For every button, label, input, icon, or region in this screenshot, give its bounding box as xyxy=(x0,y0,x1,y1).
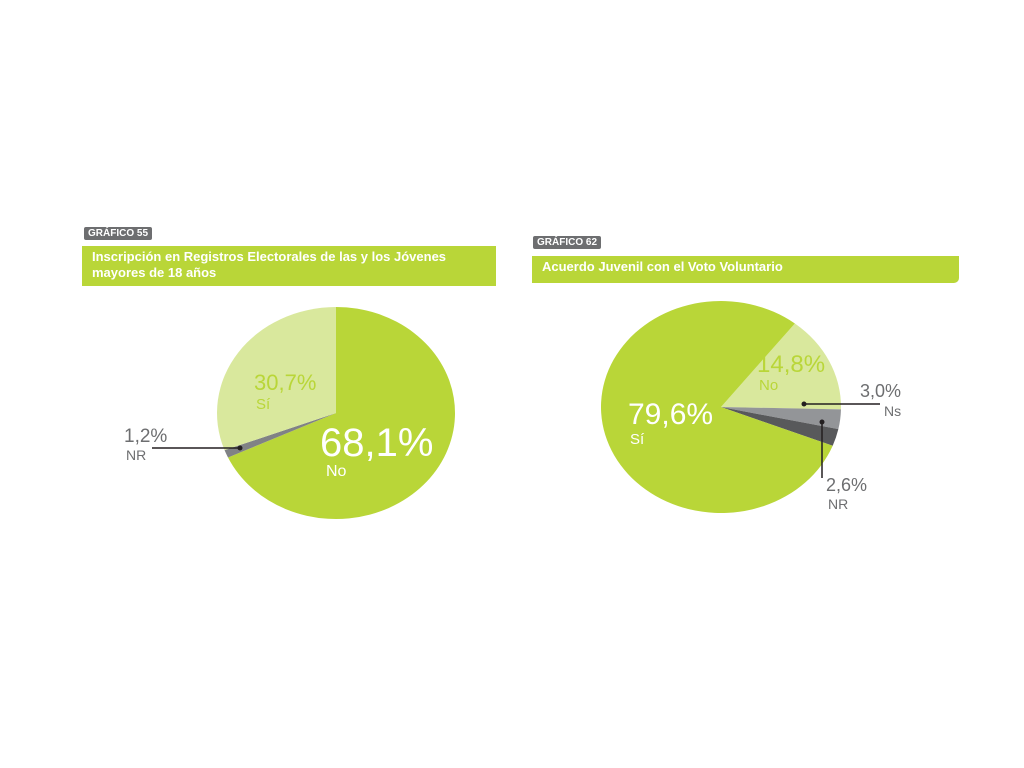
slice-value-label-nr: 2,6% xyxy=(826,475,867,495)
slice-value-label-no: 14,8% xyxy=(757,351,825,378)
pie-slice-si xyxy=(601,300,833,513)
slice-category-label-si: Sí xyxy=(630,431,645,448)
pie-slice-ns xyxy=(721,407,841,430)
pie-slice-nr xyxy=(224,413,336,458)
chart-title: Acuerdo Juvenil con el Voto Voluntario xyxy=(532,256,959,283)
pie-slice-nr xyxy=(721,407,839,446)
pie-slice-no xyxy=(721,323,841,410)
slice-value-label-nr: 1,2% xyxy=(124,426,167,447)
chart-badge: GRÁFICO 55 xyxy=(84,227,153,240)
leader-dot-nr xyxy=(819,419,825,425)
slice-value-label-si: 30,7% xyxy=(254,370,316,395)
slice-value-label-si: 79,6% xyxy=(628,398,713,431)
chart-title: Inscripción en Registros Electorales de … xyxy=(82,246,496,286)
chart-badge: GRÁFICO 62 xyxy=(533,236,602,249)
slice-category-label-no: No xyxy=(759,377,778,394)
slice-value-label-ns: 3,0% xyxy=(860,381,901,401)
slice-category-label-nr: NR xyxy=(828,496,848,512)
slice-category-label-si: Sí xyxy=(256,396,271,413)
leader-dot-ns xyxy=(801,401,807,407)
slice-category-label-nr: NR xyxy=(126,447,146,463)
pie-slice-no xyxy=(228,307,455,519)
slice-category-label-no: No xyxy=(326,463,347,480)
leader-dot-nr xyxy=(237,445,243,451)
slice-value-label-no: 68,1% xyxy=(320,421,433,465)
pie-slice-si xyxy=(217,307,336,451)
slice-category-label-ns: Ns xyxy=(884,403,901,419)
